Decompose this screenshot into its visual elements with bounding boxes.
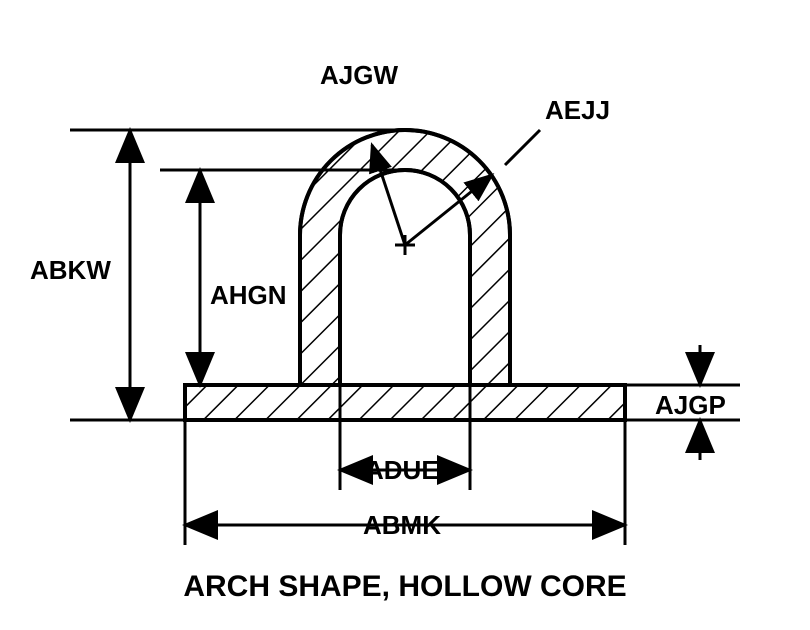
label-abkw: ABKW xyxy=(30,255,111,286)
label-ajgw: AJGW xyxy=(320,60,398,91)
label-aejj: AEJJ xyxy=(545,95,610,126)
diagram-title: ARCH SHAPE, HOLLOW CORE xyxy=(0,570,810,604)
label-ahgn: AHGN xyxy=(210,280,287,311)
label-adue: ADUE xyxy=(365,455,439,486)
aejj-label-leader xyxy=(505,130,540,165)
label-abmk: ABMK xyxy=(363,510,441,541)
label-ajgp: AJGP xyxy=(655,390,726,421)
base-flange-section xyxy=(185,385,625,420)
